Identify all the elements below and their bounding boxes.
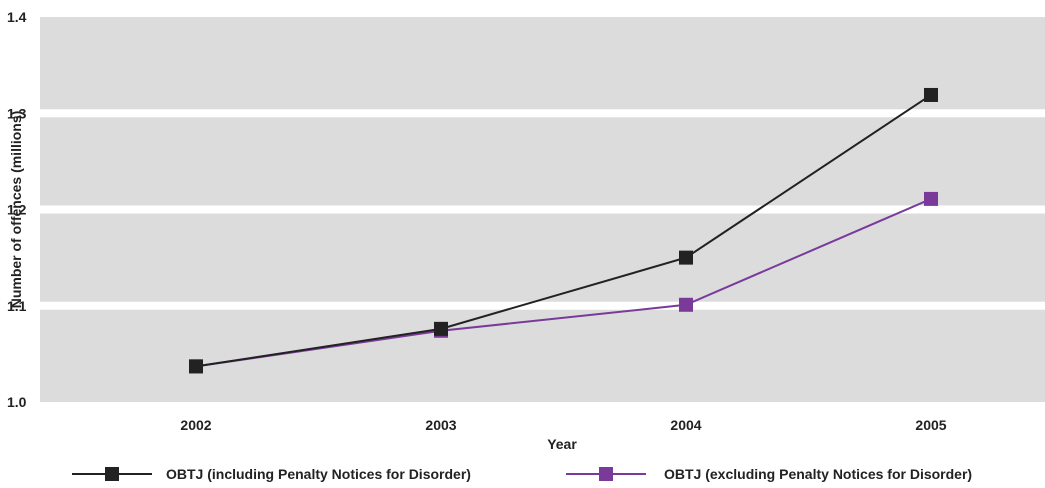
x-axis-ticks: 2002 2003 2004 2005 (180, 417, 946, 433)
data-point (679, 250, 693, 265)
gridline (40, 205, 1045, 214)
gridlines (40, 109, 1045, 310)
data-point (924, 191, 938, 206)
y-tick-label: 1.4 (7, 9, 27, 25)
legend-item: OBTJ (including Penalty Notices for Diso… (72, 466, 471, 482)
x-tick-label: 2004 (670, 417, 701, 433)
legend-marker (599, 467, 613, 481)
y-axis-ticks: 1.0 1.1 1.2 1.3 1.4 (7, 9, 27, 410)
series-1 (189, 87, 938, 374)
data-point (434, 321, 448, 336)
x-tick-label: 2005 (915, 417, 946, 433)
series-layer (189, 87, 938, 374)
data-point (924, 87, 938, 102)
y-tick-label: 1.3 (7, 105, 27, 121)
legend-item: OBTJ (excluding Penalty Notices for Diso… (566, 466, 972, 482)
y-axis-title: Number of offences (millions) (8, 111, 24, 309)
x-axis-title: Year (547, 436, 577, 452)
y-tick-label: 1.0 (7, 394, 27, 410)
y-tick-label: 1.1 (7, 298, 27, 314)
legend-label: OBTJ (excluding Penalty Notices for Diso… (664, 466, 972, 482)
y-tick-label: 1.2 (7, 202, 27, 218)
x-tick-label: 2003 (425, 417, 456, 433)
x-tick-label: 2002 (180, 417, 211, 433)
data-point (679, 297, 693, 312)
data-point (189, 359, 203, 374)
gridline (40, 109, 1045, 118)
gridline (40, 301, 1045, 310)
series-line (195, 94, 932, 368)
legend: OBTJ (including Penalty Notices for Diso… (72, 466, 972, 482)
legend-label: OBTJ (including Penalty Notices for Diso… (166, 466, 471, 482)
legend-marker (105, 467, 119, 481)
